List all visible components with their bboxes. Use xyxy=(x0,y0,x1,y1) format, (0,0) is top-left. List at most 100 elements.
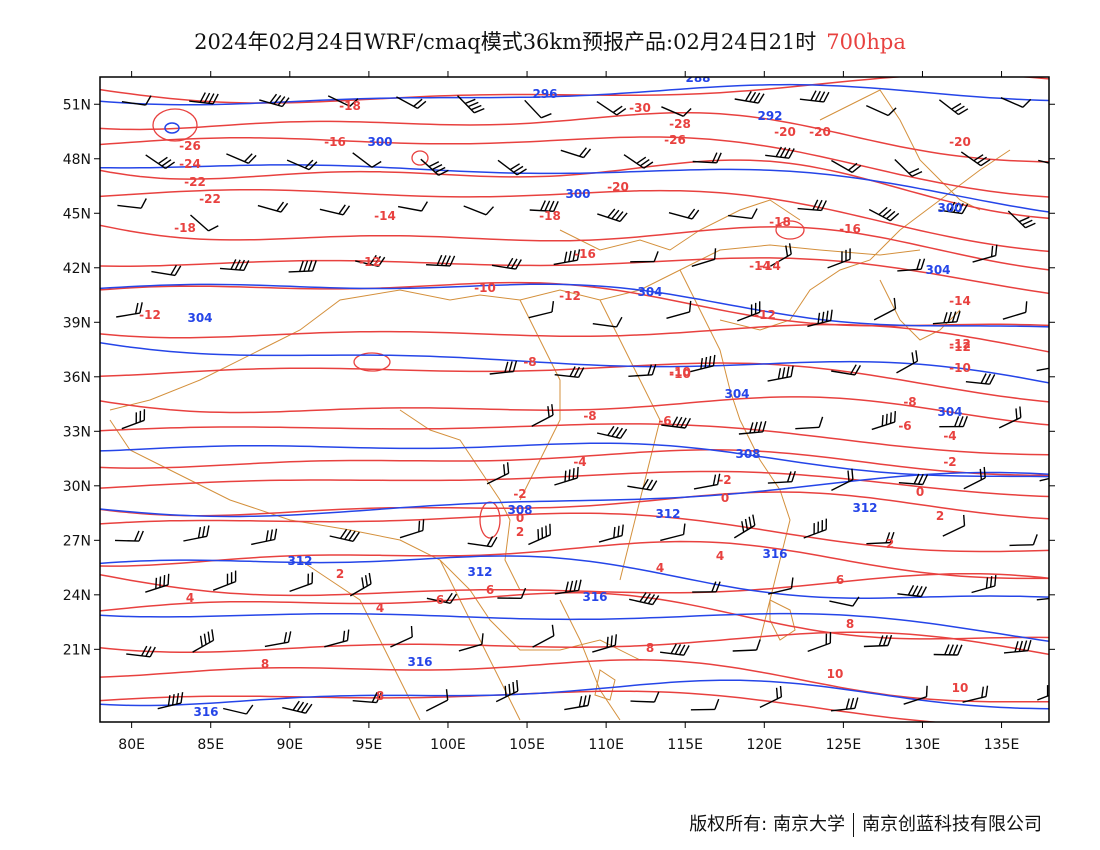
wind-barb-shaft xyxy=(831,478,854,492)
temperature-label: 4 xyxy=(656,561,664,575)
wind-barb-flag xyxy=(308,161,318,171)
wind-barb-flag xyxy=(920,586,928,597)
wind-barb-flag xyxy=(714,248,717,260)
temperature-label: -6 xyxy=(658,414,671,428)
wind-barb-flag xyxy=(467,101,479,108)
wind-barb-flag xyxy=(646,479,654,490)
lon-tick-label: 85E xyxy=(197,737,224,753)
lat-tick-label: 21N xyxy=(63,642,91,658)
temperature-label: 8 xyxy=(261,657,269,671)
wind-barb-flag xyxy=(547,406,550,418)
temperature-label: -20 xyxy=(607,180,629,194)
wind-barb-flag xyxy=(1018,640,1023,652)
boundary-line xyxy=(519,299,561,501)
temperature-label: -8 xyxy=(523,355,536,369)
height-label: 312 xyxy=(852,501,877,515)
wind-barb-flag xyxy=(149,646,156,658)
lon-tick-label: 95E xyxy=(356,737,383,753)
height-label: 304 xyxy=(724,387,749,401)
wind-barb-flag xyxy=(481,633,484,645)
wind-barb-flag xyxy=(882,208,892,218)
wind-barb-flag xyxy=(908,167,920,174)
wind-barb-flag xyxy=(775,687,779,699)
temperature-cell xyxy=(775,220,805,240)
wind-barb-flag xyxy=(155,577,158,589)
boundary-line xyxy=(679,269,791,641)
wind-barb-flag xyxy=(551,624,555,636)
wind-barb-flag xyxy=(208,93,215,104)
wind-barb-flag xyxy=(956,310,961,323)
wind-barb-flag xyxy=(990,245,994,257)
wind-barb-flag xyxy=(700,358,703,370)
temperature-label: 4 xyxy=(376,601,384,615)
wind-barb-flag xyxy=(753,421,758,433)
lat-tick-label: 51N xyxy=(63,97,91,113)
wind-barb-flag xyxy=(273,94,282,105)
temperature-cell xyxy=(479,501,501,539)
wind-barb-flag xyxy=(714,698,720,710)
wind-barb-flag xyxy=(348,530,356,541)
wind-barb-flag xyxy=(369,254,377,265)
height-label: 316 xyxy=(582,590,607,604)
wind-barb-flag xyxy=(777,368,782,380)
wind-barb-flag xyxy=(885,413,888,425)
wind-barb-shaft xyxy=(1039,477,1049,482)
wind-barb-flag xyxy=(878,635,884,647)
wind-barb-flag xyxy=(995,244,998,256)
wind-barb-flag xyxy=(1025,222,1036,229)
wind-barb-flag xyxy=(274,528,278,540)
wind-barb-flag xyxy=(422,519,425,531)
temperature-label: 10 xyxy=(827,667,844,681)
wind-barb-flag xyxy=(296,701,305,712)
wind-barb-flag xyxy=(203,92,211,104)
temperature-label: -18 xyxy=(769,215,791,229)
wind-barb-flag xyxy=(961,203,969,214)
temperature-label: -12 xyxy=(949,337,971,351)
wind-barb-flag xyxy=(305,703,313,714)
wind-barb-flag xyxy=(749,91,757,102)
temperature-label: 6 xyxy=(836,573,844,587)
temperature-label: -12 xyxy=(139,308,161,322)
wind-barb-flag xyxy=(715,581,721,593)
lat-tick-label: 48N xyxy=(63,152,91,168)
wind-barb-flag xyxy=(573,580,578,592)
wind-barb-shaft xyxy=(192,639,214,653)
temperature-label: 4 xyxy=(716,549,724,563)
wind-barb-shaft xyxy=(666,311,690,319)
wind-barb-flag xyxy=(752,514,756,526)
wind-barb-flag xyxy=(607,425,615,436)
wind-barb-shaft xyxy=(1000,97,1024,108)
height-contour xyxy=(100,471,1049,518)
temperature-label: -10 xyxy=(949,361,971,375)
height-label: 296 xyxy=(532,87,557,101)
wind-barb-flag xyxy=(613,526,616,538)
temperature-label: 2 xyxy=(336,567,344,581)
temperature-contour xyxy=(100,362,1049,403)
wind-barb-flag xyxy=(1015,408,1018,420)
temperature-contour xyxy=(100,159,1049,220)
wind-barb-flag xyxy=(650,480,658,491)
height-contour xyxy=(100,341,1049,384)
temperature-contour xyxy=(100,449,1049,477)
lon-tick-label: 90E xyxy=(276,737,303,753)
height-contour xyxy=(100,555,1049,599)
height-label: 308 xyxy=(507,503,532,517)
wind-barb-flag xyxy=(1062,157,1068,166)
temperature-label: -6 xyxy=(898,419,911,433)
wind-barb-shaft xyxy=(528,311,553,319)
wind-barb-flag xyxy=(516,168,527,176)
wind-barb-flag xyxy=(911,170,923,177)
wind-barb-flag xyxy=(979,468,983,480)
wind-barb-flag xyxy=(573,366,581,378)
wind-barb-flag xyxy=(377,256,386,267)
wind-barb-flag xyxy=(490,536,498,548)
wind-barb-shaft xyxy=(121,419,145,430)
wind-barb-flag xyxy=(716,152,722,164)
wind-barb-flag xyxy=(311,260,317,272)
wind-barb-flag xyxy=(893,297,897,309)
temperature-label: -18 xyxy=(539,209,561,223)
lat-tick-label: 36N xyxy=(63,370,91,386)
height-label: 292 xyxy=(757,109,782,123)
map-axes: 80E 85E 90E 95E 100E 105E 110E 115E 120E 125E 130E… xyxy=(63,71,1055,753)
wind-barb-flag xyxy=(138,530,144,542)
